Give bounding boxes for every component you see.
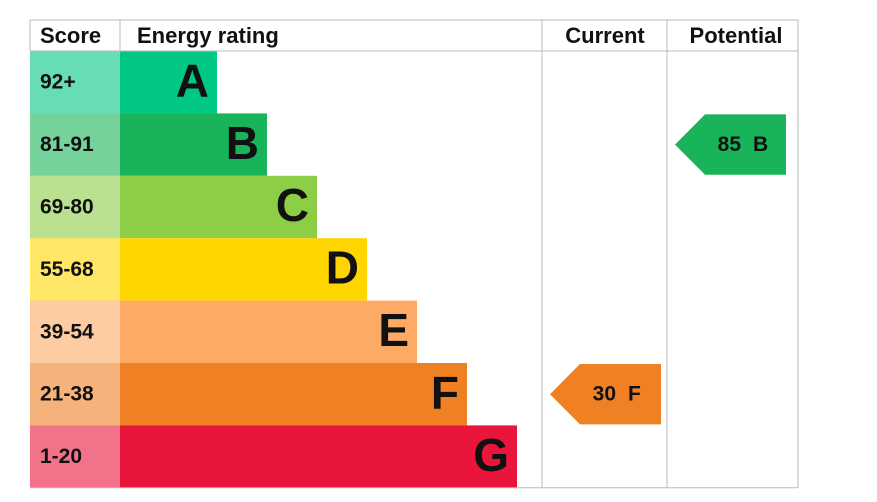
rating-letter: C [276, 179, 309, 231]
rating-letter: E [378, 304, 409, 356]
rating-letter: A [176, 54, 209, 106]
rating-bar [120, 175, 317, 239]
score-cell [30, 425, 120, 488]
score-cell-tint [30, 113, 120, 176]
score-range: 81-91 [40, 133, 94, 156]
potential-value: 85 [718, 133, 742, 156]
rating-bar [120, 238, 367, 301]
score-cell-tint [30, 425, 120, 488]
score-cell [30, 175, 120, 239]
current-letter: F [628, 383, 641, 406]
potential-letter: B [753, 133, 768, 156]
rating-bar [120, 113, 267, 176]
rating-bar [120, 300, 417, 363]
rating-bar [120, 363, 467, 426]
score-range: 92+ [40, 71, 76, 94]
score-cell [30, 363, 120, 426]
score-cell-tint [30, 175, 120, 239]
rating-bar [120, 51, 217, 114]
score-cell [30, 113, 120, 176]
header-potential: Potential [690, 23, 783, 48]
score-cell [30, 238, 120, 301]
score-cell-tint [30, 300, 120, 363]
score-range: 69-80 [40, 196, 94, 219]
header-current: Current [565, 23, 645, 48]
potential-arrow [675, 114, 786, 175]
rating-letter: B [226, 117, 259, 169]
score-range: 21-38 [40, 383, 94, 406]
score-cell [30, 300, 120, 363]
score-range: 39-54 [40, 320, 94, 343]
rating-bar [120, 425, 517, 488]
score-range: 1-20 [40, 445, 82, 468]
header-score: Score [40, 23, 101, 48]
rating-letter: G [473, 429, 509, 481]
rating-letter: F [431, 366, 459, 418]
score-cell-tint [30, 363, 120, 426]
score-range: 55-68 [40, 258, 94, 281]
score-cell-tint [30, 238, 120, 301]
rating-letter: D [326, 242, 359, 294]
score-cell [30, 51, 120, 114]
current-value: 30 [593, 383, 616, 406]
header-rating: Energy rating [137, 23, 279, 48]
current-arrow [550, 364, 661, 425]
score-cell-tint [30, 51, 120, 114]
